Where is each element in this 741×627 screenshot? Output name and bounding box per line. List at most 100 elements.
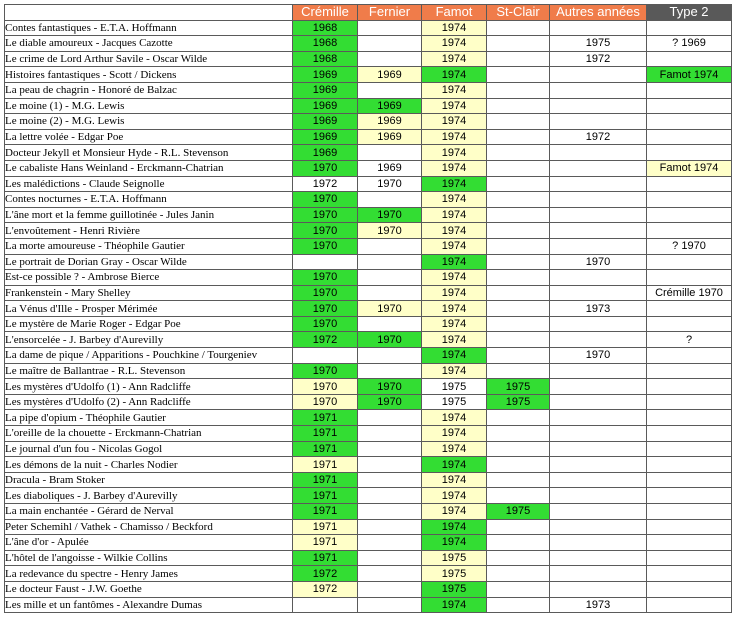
year-cell-fernier (357, 347, 422, 364)
year-cell-autres (549, 440, 647, 458)
year-cell-stclair (486, 440, 550, 458)
year-cell-famot: 1975 (421, 549, 487, 567)
year-cell-stclair (486, 565, 550, 582)
year-cell-type2 (646, 487, 732, 504)
year-cell-stclair: 1975 (486, 393, 550, 411)
column-header-type2: Type 2 (646, 4, 732, 21)
year-cell-autres: 1970 (549, 347, 647, 364)
year-cell-autres (549, 113, 647, 130)
year-cell-fernier: 1970 (357, 393, 422, 411)
year-cell-fernier (357, 503, 422, 520)
year-cell-type2 (646, 425, 732, 442)
year-cell-stclair (486, 113, 550, 130)
year-cell-fernier (357, 534, 422, 551)
year-cell-famot: 1974 (421, 206, 487, 224)
year-cell-type2: ? 1970 (646, 237, 732, 255)
year-cell-type2 (646, 300, 732, 317)
year-cell-type2 (646, 565, 732, 582)
year-cell-famot: 1974 (421, 97, 487, 115)
year-cell-cremille: 1970 (292, 269, 358, 286)
year-cell-cremille: 1971 (292, 534, 358, 551)
book-title-cell: La Vénus d'Ille - Prosper Mérimée (4, 300, 293, 317)
year-cell-cremille: 1969 (292, 66, 358, 83)
table-row: La lettre volée - Edgar Poe 1969 1969 1974 1… (4, 128, 732, 146)
year-cell-cremille: 1971 (292, 425, 358, 442)
year-cell-fernier (357, 315, 422, 333)
year-cell-famot: 1974 (421, 347, 487, 364)
year-cell-stclair (486, 284, 550, 302)
year-cell-autres (549, 144, 647, 161)
table-row: Les mille et un fantômes - Alexandre Dum… (4, 596, 732, 614)
table-row: Le maître de Ballantrae - R.L. Stevenson… (4, 362, 732, 380)
year-cell-autres: 1970 (549, 253, 647, 271)
year-cell-type2 (646, 315, 732, 333)
year-cell-fernier: 1970 (357, 222, 422, 239)
year-cell-type2 (646, 503, 732, 520)
table-row: La peau de chagrin - Honoré de Balzac 196… (4, 81, 732, 99)
year-cell-type2 (646, 440, 732, 458)
year-cell-famot: 1975 (421, 393, 487, 411)
year-cell-famot: 1974 (421, 19, 487, 37)
year-cell-famot: 1974 (421, 503, 487, 520)
year-cell-autres (549, 409, 647, 427)
year-cell-cremille: 1972 (292, 580, 358, 598)
year-cell-stclair (486, 518, 550, 536)
year-cell-fernier (357, 471, 422, 489)
year-cell-type2 (646, 50, 732, 68)
year-cell-fernier: 1970 (357, 331, 422, 349)
year-cell-type2 (646, 596, 732, 614)
table-row: Les diaboliques - J. Barbey d'Aurevilly 1… (4, 487, 732, 504)
table-row: L'envoûtement - Henri Rivière 1970 1970 197… (4, 222, 732, 239)
year-cell-type2 (646, 128, 732, 146)
year-cell-stclair (486, 222, 550, 239)
year-cell-fernier (357, 19, 422, 37)
year-cell-fernier: 1970 (357, 378, 422, 395)
year-cell-stclair (486, 237, 550, 255)
year-cell-fernier: 1969 (357, 66, 422, 83)
year-cell-fernier (357, 191, 422, 208)
table-row: La pipe d'opium - Théophile Gautier 1971 1… (4, 409, 732, 427)
table-row: La morte amoureuse - Théophile Gautier 19… (4, 237, 732, 255)
year-cell-famot: 1974 (421, 253, 487, 271)
table-row: L'ensorcelée - J. Barbey d'Aurevilly 1972… (4, 331, 732, 349)
year-cell-cremille (292, 347, 358, 364)
table-row: Les mystères d'Udolfo (1) - Ann Radcliff… (4, 378, 732, 395)
column-header-autres: Autres années (549, 4, 647, 21)
year-cell-cremille: 1970 (292, 284, 358, 302)
book-title-cell: Le portrait de Dorian Gray - Oscar Wilde (4, 253, 293, 271)
table-row: La redevance du spectre - Henry James 197… (4, 565, 732, 582)
year-cell-cremille: 1970 (292, 191, 358, 208)
year-cell-cremille: 1971 (292, 471, 358, 489)
table-row: Les mystères d'Udolfo (2) - Ann Radcliff… (4, 393, 732, 411)
year-cell-cremille: 1969 (292, 113, 358, 130)
year-cell-stclair: 1975 (486, 378, 550, 395)
year-cell-stclair (486, 362, 550, 380)
year-cell-fernier (357, 440, 422, 458)
year-cell-type2: Crémille 1970 (646, 284, 732, 302)
year-cell-type2 (646, 269, 732, 286)
year-cell-fernier: 1969 (357, 97, 422, 115)
year-cell-stclair (486, 487, 550, 504)
table-body: Contes fantastiques - E.T.A. Hoffmann 196… (4, 19, 732, 614)
year-cell-cremille: 1971 (292, 503, 358, 520)
year-cell-autres (549, 518, 647, 536)
year-cell-cremille: 1969 (292, 97, 358, 115)
year-cell-cremille: 1970 (292, 362, 358, 380)
year-cell-famot: 1974 (421, 487, 487, 504)
book-title-cell: Le journal d'un fou - Nicolas Gogol (4, 440, 293, 458)
year-cell-fernier (357, 237, 422, 255)
year-cell-type2 (646, 409, 732, 427)
year-cell-famot: 1974 (421, 284, 487, 302)
year-cell-type2 (646, 378, 732, 395)
table-row: Contes fantastiques - E.T.A. Hoffmann 196… (4, 19, 732, 37)
year-cell-stclair (486, 159, 550, 177)
year-cell-type2 (646, 471, 732, 489)
year-cell-stclair (486, 175, 550, 193)
year-cell-autres: 1973 (549, 300, 647, 317)
year-cell-cremille: 1970 (292, 206, 358, 224)
year-cell-fernier: 1969 (357, 128, 422, 146)
year-cell-autres (549, 237, 647, 255)
year-cell-famot: 1974 (421, 440, 487, 458)
book-title-cell: Les mystères d'Udolfo (2) - Ann Radcliff… (4, 393, 293, 411)
year-cell-famot: 1974 (421, 175, 487, 193)
